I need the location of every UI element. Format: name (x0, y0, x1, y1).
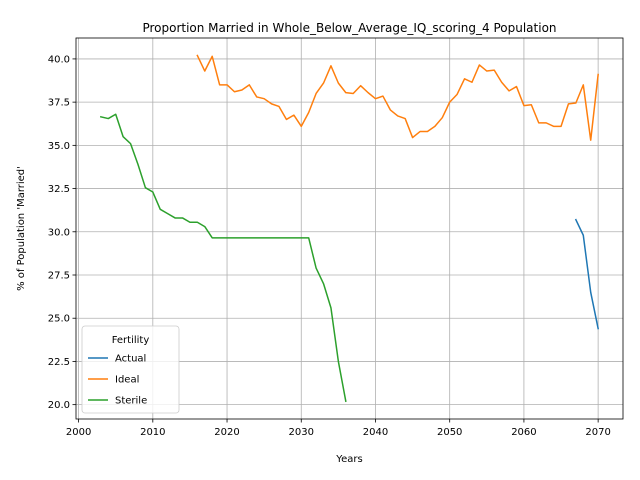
x-tick-label: 2060 (511, 427, 536, 438)
series-lines (99, 54, 600, 403)
axis-ticks: 2000 2010 2020 2030 2040 2050 2060 2070 20.0 22.5… (48, 54, 611, 438)
series-line-sterile (99, 113, 347, 403)
series-line-ideal (196, 54, 599, 141)
legend-entries: Actual Ideal Sterile (88, 354, 147, 407)
y-tick-label: 35.0 (48, 141, 70, 152)
chart-title: Proportion Married in Whole_Below_Averag… (142, 21, 556, 35)
y-tick-label: 37.5 (48, 98, 70, 109)
x-tick-label: 2070 (585, 427, 610, 438)
x-tick-label: 2010 (140, 427, 165, 438)
y-tick-label: 32.5 (48, 184, 70, 195)
legend-box (81, 325, 180, 414)
y-tick-label: 20.0 (48, 400, 70, 411)
x-tick-label: 2030 (289, 427, 314, 438)
y-tick-label: 25.0 (48, 314, 70, 325)
y-tick-label: 40.0 (48, 54, 70, 65)
legend-label-actual: Actual (115, 354, 146, 365)
x-tick-label: 2050 (437, 427, 462, 438)
x-tick-label: 2020 (214, 427, 239, 438)
y-tick-label: 22.5 (48, 357, 70, 368)
legend-title: Fertility (112, 335, 150, 346)
y-tick-label: 27.5 (48, 271, 70, 282)
y-axis-title: % of Population 'Married' (16, 166, 27, 291)
legend-label-ideal: Ideal (115, 375, 139, 386)
x-tick-label: 2000 (66, 427, 91, 438)
series-line-actual (574, 218, 600, 330)
x-tick-label: 2040 (363, 427, 388, 438)
y-tick-label: 30.0 (48, 227, 70, 238)
legend: Fertility Actual Ideal Sterile (81, 325, 180, 414)
x-axis-title: Years (335, 454, 362, 465)
plot-area-frame (75, 37, 624, 420)
legend-label-sterile: Sterile (115, 396, 147, 407)
